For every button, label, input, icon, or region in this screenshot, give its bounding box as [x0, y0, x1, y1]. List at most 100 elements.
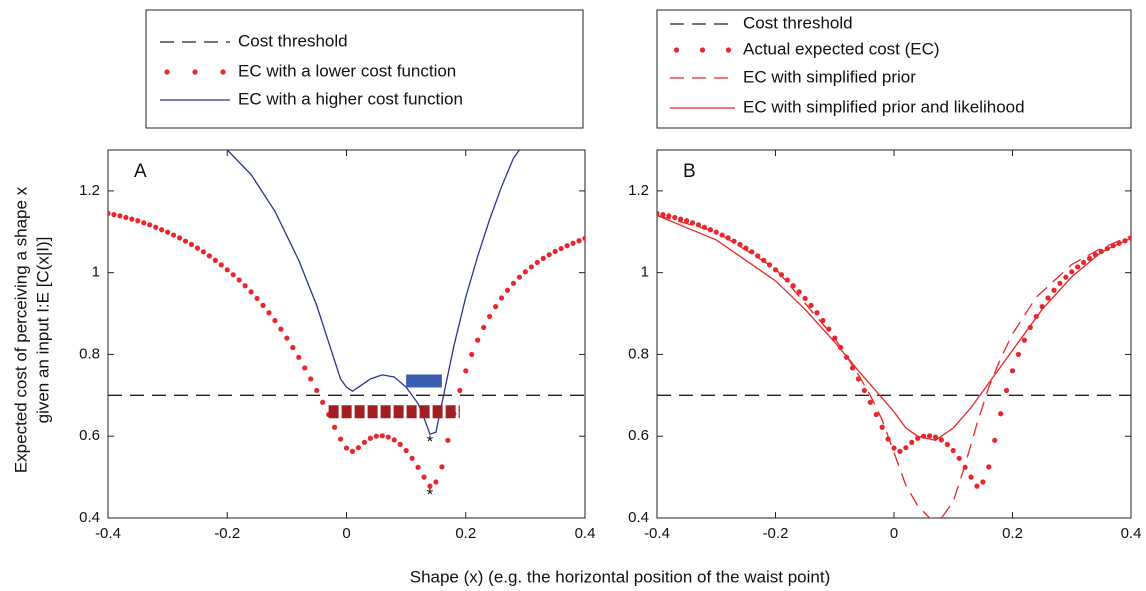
data-point — [391, 437, 397, 443]
data-point — [558, 245, 564, 252]
data-point — [212, 257, 218, 263]
data-point — [194, 245, 201, 251]
data-point — [272, 317, 278, 324]
data-point — [403, 447, 409, 454]
data-point — [337, 436, 344, 442]
data-point — [672, 214, 678, 221]
x-axis-label: Shape (x) (e.g. the horizontal position … — [410, 567, 831, 586]
legend-label: Cost threshold — [743, 13, 853, 32]
data-point — [385, 434, 391, 440]
data-point — [802, 295, 808, 302]
data-point — [218, 262, 224, 268]
data-point — [308, 376, 314, 382]
data-point — [439, 464, 445, 470]
data-point — [867, 399, 873, 405]
data-point — [998, 411, 1004, 417]
data-point — [427, 483, 433, 489]
data-point — [242, 283, 248, 289]
data-point — [897, 448, 903, 454]
data-point — [141, 220, 147, 226]
data-point — [475, 337, 481, 343]
data-point — [1069, 269, 1075, 275]
data-point — [314, 387, 320, 394]
data-point — [1051, 287, 1057, 293]
data-point — [1003, 387, 1010, 394]
data-point — [165, 229, 171, 235]
data-point — [570, 240, 576, 246]
y-tick-label: 0.4 — [79, 509, 100, 526]
legend-marker — [673, 47, 680, 53]
data-point — [980, 479, 986, 485]
legend-marker — [220, 69, 226, 75]
data-point — [879, 424, 885, 430]
legend-label: EC with simplified prior — [743, 67, 916, 86]
x-tick-label: 0.2 — [1002, 525, 1023, 542]
data-point — [135, 218, 141, 224]
x-tick-label: 0.2 — [455, 525, 476, 542]
data-point — [849, 365, 856, 371]
data-point — [224, 267, 230, 273]
data-point — [469, 351, 475, 358]
panel: -0.4 -0.2 0 0.2 0.4 0.4 0.6 0.8 1 1.2 A * * Cost thre… — [79, 9, 596, 542]
data-point — [421, 474, 427, 480]
data-point — [689, 220, 696, 226]
data-point — [206, 253, 212, 259]
data-point — [284, 335, 290, 341]
x-tick-label: 0.4 — [575, 525, 596, 542]
data-point — [147, 222, 153, 228]
annotation: * — [427, 432, 434, 451]
series-line — [657, 214, 1131, 442]
data-point — [361, 439, 367, 445]
x-tick-label: -0.4 — [644, 525, 670, 542]
x-tick-label: 0.4 — [1121, 525, 1142, 542]
data-point — [188, 241, 195, 248]
data-point — [660, 212, 666, 218]
data-point — [320, 399, 326, 405]
data-point — [657, 210, 660, 216]
data-point — [713, 229, 719, 235]
data-point — [254, 295, 260, 302]
data-point — [814, 310, 820, 316]
data-point — [266, 310, 272, 316]
x-tick-label: -0.2 — [214, 525, 240, 542]
plot-area — [108, 150, 585, 489]
legend-label: Cost threshold — [238, 31, 348, 50]
data-point — [950, 447, 956, 454]
data-point — [278, 326, 284, 332]
data-point — [903, 445, 909, 451]
legend-marker — [725, 47, 732, 53]
data-point — [355, 445, 362, 451]
data-point — [260, 302, 266, 308]
data-point — [379, 433, 385, 439]
data-point — [445, 437, 451, 443]
legend-label: EC with a higher cost function — [238, 89, 463, 108]
data-point — [666, 213, 672, 219]
y-tick-label: 0.6 — [628, 427, 649, 444]
legend-label: Actual expected cost (EC) — [743, 39, 940, 58]
data-point — [230, 272, 236, 278]
data-point — [182, 238, 189, 244]
plot-frame — [107, 149, 586, 519]
data-point — [1075, 264, 1081, 270]
data-point — [153, 224, 159, 230]
data-point — [1045, 295, 1051, 301]
data-point — [487, 313, 493, 320]
data-point — [1021, 337, 1027, 343]
data-point — [302, 365, 308, 371]
data-point — [784, 277, 790, 283]
data-point — [528, 264, 534, 270]
data-point — [932, 434, 939, 440]
legend-box — [145, 9, 584, 129]
data-point — [457, 387, 463, 394]
y-tick-label: 0.4 — [628, 509, 649, 526]
data-point — [481, 324, 487, 331]
data-point — [170, 232, 177, 238]
data-point — [1081, 259, 1087, 266]
data-point — [944, 441, 950, 447]
data-point — [938, 437, 945, 443]
series-line — [657, 214, 1131, 518]
data-point — [117, 213, 123, 219]
data-point — [737, 241, 743, 248]
y-tick-label: 1 — [641, 264, 649, 281]
